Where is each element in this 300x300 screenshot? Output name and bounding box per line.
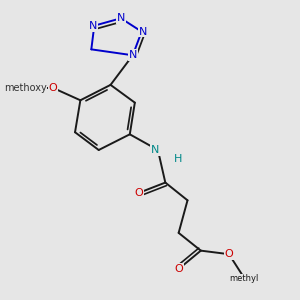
Text: N: N (117, 13, 125, 23)
Text: O: O (134, 188, 143, 198)
Text: H: H (174, 154, 182, 164)
Text: methyl: methyl (230, 274, 259, 283)
Text: N: N (88, 21, 97, 31)
Text: O: O (225, 249, 233, 259)
Text: O: O (49, 83, 57, 93)
Text: O: O (174, 264, 183, 274)
Text: N: N (129, 50, 137, 60)
Text: methoxy: methoxy (7, 83, 44, 92)
Text: methoxy: methoxy (4, 83, 47, 93)
Text: N: N (139, 27, 147, 37)
Text: N: N (152, 145, 160, 155)
